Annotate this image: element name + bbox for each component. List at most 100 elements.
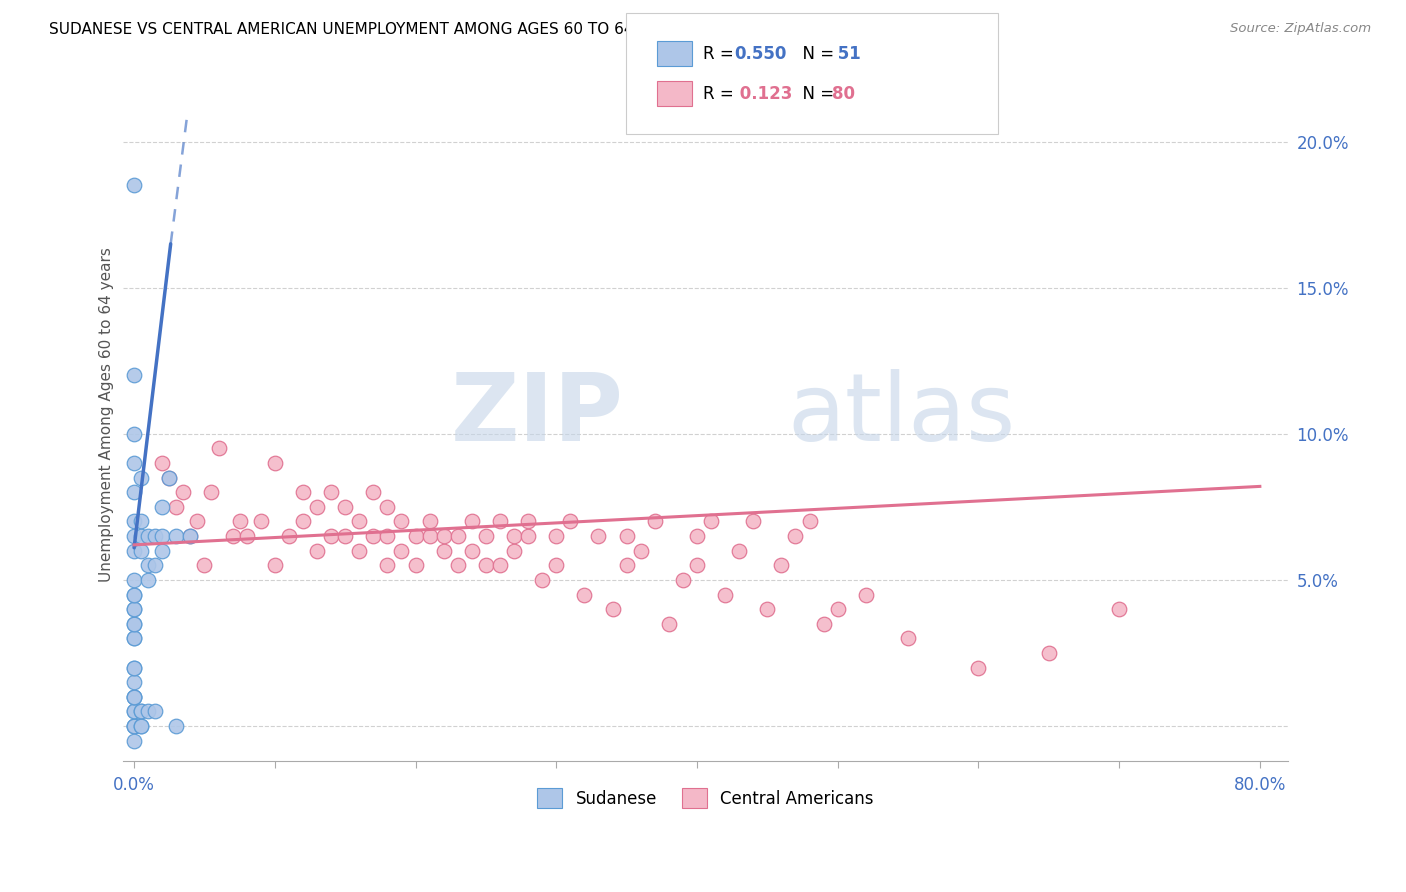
Point — [728, 543, 751, 558]
Point — [827, 602, 849, 616]
Point — [405, 558, 427, 573]
Point — [122, 719, 145, 733]
Point — [186, 515, 208, 529]
Point — [489, 558, 512, 573]
Legend: Sudanese, Central Americans: Sudanese, Central Americans — [530, 781, 880, 815]
Point — [235, 529, 257, 543]
Text: R =: R = — [703, 45, 740, 62]
Point — [419, 515, 441, 529]
Point — [291, 515, 314, 529]
Y-axis label: Unemployment Among Ages 60 to 64 years: Unemployment Among Ages 60 to 64 years — [100, 247, 114, 582]
Text: 0.550: 0.550 — [734, 45, 786, 62]
Point — [349, 543, 371, 558]
Text: R =: R = — [703, 85, 740, 103]
Point — [122, 529, 145, 543]
Point — [179, 529, 201, 543]
Point — [588, 529, 610, 543]
Point — [122, 660, 145, 674]
Point — [277, 529, 299, 543]
Point — [129, 705, 152, 719]
Point — [447, 558, 470, 573]
Point — [122, 485, 145, 500]
Point — [122, 733, 145, 747]
Point — [291, 485, 314, 500]
Point — [377, 529, 399, 543]
Point — [756, 602, 779, 616]
Point — [967, 660, 990, 674]
Point — [165, 500, 187, 514]
Point — [560, 515, 582, 529]
Point — [150, 529, 173, 543]
Point — [129, 719, 152, 733]
Point — [122, 690, 145, 704]
Point — [249, 515, 271, 529]
Point — [122, 632, 145, 646]
Point — [122, 719, 145, 733]
Point — [157, 470, 180, 484]
Point — [658, 616, 681, 631]
Point — [319, 529, 342, 543]
Point — [122, 690, 145, 704]
Point — [377, 558, 399, 573]
Point — [333, 529, 356, 543]
Point — [363, 485, 385, 500]
Text: N =: N = — [792, 85, 839, 103]
Point — [531, 573, 554, 587]
Point — [122, 602, 145, 616]
Point — [1038, 646, 1060, 660]
Point — [207, 442, 229, 456]
Point — [517, 515, 540, 529]
Point — [305, 543, 328, 558]
Point — [319, 485, 342, 500]
Point — [165, 529, 187, 543]
Text: N =: N = — [792, 45, 839, 62]
Point — [263, 558, 285, 573]
Point — [122, 660, 145, 674]
Point — [143, 558, 166, 573]
Text: 80: 80 — [832, 85, 855, 103]
Point — [602, 602, 624, 616]
Point — [165, 719, 187, 733]
Point — [461, 515, 484, 529]
Point — [714, 587, 737, 601]
Point — [136, 558, 159, 573]
Text: 51: 51 — [832, 45, 860, 62]
Text: ZIP: ZIP — [451, 368, 624, 461]
Point — [150, 456, 173, 470]
Point — [122, 543, 145, 558]
Point — [129, 543, 152, 558]
Point — [143, 529, 166, 543]
Point — [122, 690, 145, 704]
Point — [813, 616, 835, 631]
Point — [770, 558, 793, 573]
Point — [686, 558, 709, 573]
Point — [122, 587, 145, 601]
Point — [546, 529, 568, 543]
Point — [143, 705, 166, 719]
Point — [122, 602, 145, 616]
Point — [433, 529, 456, 543]
Point — [644, 515, 666, 529]
Point — [461, 543, 484, 558]
Point — [221, 529, 243, 543]
Point — [193, 558, 215, 573]
Point — [122, 515, 145, 529]
Point — [122, 587, 145, 601]
Point — [503, 543, 526, 558]
Point — [122, 616, 145, 631]
Point — [489, 515, 512, 529]
Point — [136, 529, 159, 543]
Point — [391, 543, 413, 558]
Point — [129, 705, 152, 719]
Point — [172, 485, 194, 500]
Point — [150, 500, 173, 514]
Point — [122, 178, 145, 193]
Point — [200, 485, 222, 500]
Point — [122, 616, 145, 631]
Point — [630, 543, 652, 558]
Point — [672, 573, 695, 587]
Point — [136, 573, 159, 587]
Point — [136, 705, 159, 719]
Point — [129, 470, 152, 484]
Point — [405, 529, 427, 543]
